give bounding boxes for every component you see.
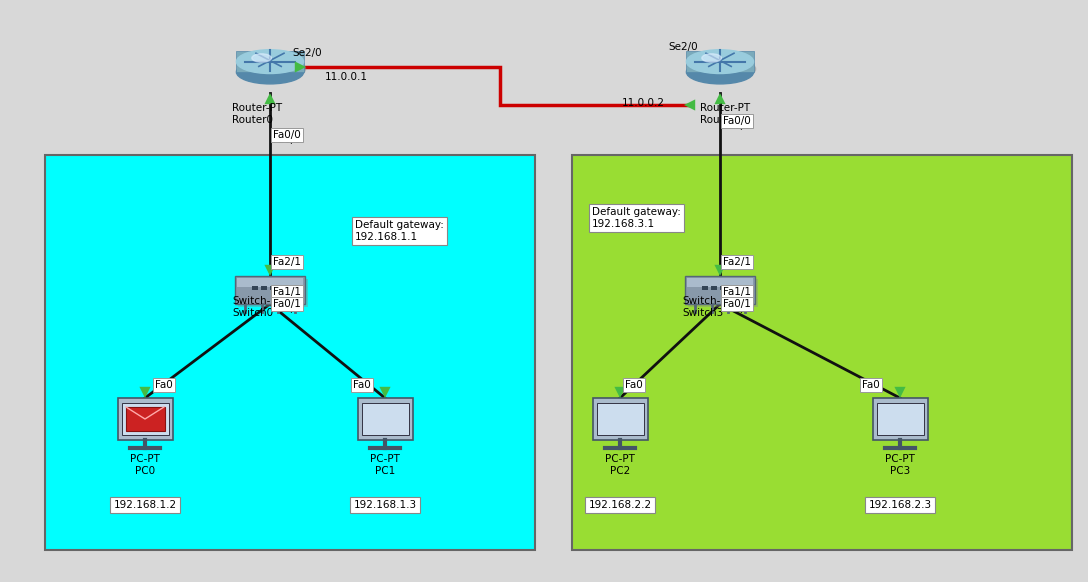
- Ellipse shape: [687, 60, 754, 84]
- Bar: [729, 286, 735, 290]
- Text: Se2/0: Se2/0: [668, 42, 698, 52]
- Bar: [118, 398, 173, 440]
- Text: Fa0: Fa0: [862, 380, 880, 390]
- Ellipse shape: [689, 57, 755, 81]
- Ellipse shape: [236, 60, 304, 84]
- Text: Fa0: Fa0: [353, 380, 371, 390]
- Bar: [358, 398, 413, 440]
- Text: Fa0/0: Fa0/0: [273, 130, 300, 140]
- Polygon shape: [139, 387, 150, 398]
- Text: PC-PT: PC-PT: [370, 454, 400, 464]
- Bar: [252, 286, 258, 290]
- Text: Fa0/1: Fa0/1: [273, 299, 301, 309]
- Ellipse shape: [238, 57, 306, 81]
- Polygon shape: [715, 93, 726, 104]
- Text: Switch3: Switch3: [682, 308, 724, 318]
- Text: Fa2/1: Fa2/1: [724, 257, 751, 267]
- Bar: [126, 407, 165, 431]
- Bar: [593, 398, 648, 440]
- Text: PC-PT: PC-PT: [605, 454, 635, 464]
- Text: PC-PT: PC-PT: [885, 454, 915, 464]
- Bar: [238, 279, 308, 307]
- Text: PC0: PC0: [135, 466, 156, 476]
- Text: Fa0: Fa0: [625, 380, 643, 390]
- Bar: [572, 155, 1072, 550]
- Bar: [720, 286, 726, 290]
- Ellipse shape: [687, 49, 754, 73]
- Text: Default gateway:
192.168.3.1: Default gateway: 192.168.3.1: [592, 207, 681, 229]
- Text: Fa1/1: Fa1/1: [273, 287, 301, 297]
- Text: Default gateway:
192.168.1.1: Default gateway: 192.168.1.1: [355, 220, 444, 242]
- Text: Fa2/1: Fa2/1: [273, 257, 301, 267]
- Text: 192.168.2.3: 192.168.2.3: [868, 500, 931, 510]
- Text: Fa1/1: Fa1/1: [724, 287, 751, 297]
- Text: PC2: PC2: [610, 466, 630, 476]
- Text: Se2/0: Se2/0: [292, 48, 322, 58]
- FancyBboxPatch shape: [687, 51, 754, 72]
- Bar: [702, 286, 708, 290]
- Polygon shape: [264, 265, 275, 276]
- Text: Fa0/1: Fa0/1: [273, 304, 301, 314]
- Text: Fa1/1: Fa1/1: [724, 292, 751, 302]
- Text: Fa0/0: Fa0/0: [273, 135, 300, 145]
- Bar: [261, 286, 267, 290]
- Text: 11.0.0.1: 11.0.0.1: [325, 72, 368, 82]
- Text: Fa0/1: Fa0/1: [724, 299, 751, 309]
- Polygon shape: [894, 387, 905, 398]
- Bar: [122, 403, 169, 435]
- FancyBboxPatch shape: [236, 51, 304, 72]
- Text: Fa0/1: Fa0/1: [724, 304, 751, 314]
- Bar: [279, 286, 285, 290]
- Bar: [288, 286, 294, 290]
- Ellipse shape: [236, 49, 304, 73]
- Bar: [738, 286, 744, 290]
- Bar: [597, 403, 644, 435]
- Polygon shape: [615, 387, 626, 398]
- Polygon shape: [684, 100, 695, 111]
- Polygon shape: [715, 265, 726, 276]
- Bar: [270, 286, 276, 290]
- Polygon shape: [380, 387, 391, 398]
- Bar: [685, 276, 755, 304]
- Text: Switch0: Switch0: [232, 308, 273, 318]
- Bar: [362, 403, 409, 435]
- Text: Fa1/1: Fa1/1: [273, 292, 301, 302]
- Bar: [687, 278, 753, 287]
- Text: Router0: Router0: [232, 115, 273, 125]
- Text: Fa0/0: Fa0/0: [724, 116, 751, 126]
- Text: PC1: PC1: [375, 466, 395, 476]
- Text: Switch-PT: Switch-PT: [232, 296, 283, 306]
- Text: Fa0/0: Fa0/0: [724, 121, 751, 131]
- Text: 192.168.2.2: 192.168.2.2: [589, 500, 652, 510]
- Text: Fa0: Fa0: [154, 380, 173, 390]
- Text: Router1: Router1: [700, 115, 741, 125]
- Bar: [237, 278, 302, 287]
- Text: Router-PT: Router-PT: [700, 103, 750, 113]
- Text: Fa0: Fa0: [862, 380, 880, 390]
- Text: Fa0: Fa0: [154, 380, 173, 390]
- Text: Fa2/1: Fa2/1: [724, 257, 751, 267]
- Polygon shape: [264, 93, 275, 104]
- Ellipse shape: [702, 54, 721, 62]
- Bar: [710, 286, 717, 290]
- Text: Fa0: Fa0: [625, 380, 643, 390]
- Text: 192.168.1.3: 192.168.1.3: [354, 500, 417, 510]
- Polygon shape: [295, 61, 306, 73]
- Text: PC3: PC3: [890, 466, 911, 476]
- Text: Fa0: Fa0: [353, 380, 371, 390]
- Text: Router-PT: Router-PT: [232, 103, 282, 113]
- Text: Switch-PT: Switch-PT: [682, 296, 733, 306]
- Bar: [873, 398, 928, 440]
- Text: 192.168.1.2: 192.168.1.2: [113, 500, 176, 510]
- Text: 11.0.0.2: 11.0.0.2: [622, 98, 665, 108]
- Bar: [877, 403, 924, 435]
- Bar: [235, 276, 305, 304]
- Bar: [45, 155, 535, 550]
- Ellipse shape: [251, 54, 271, 62]
- Text: Fa2/1: Fa2/1: [273, 257, 301, 267]
- Text: PC-PT: PC-PT: [131, 454, 160, 464]
- Bar: [688, 279, 758, 307]
